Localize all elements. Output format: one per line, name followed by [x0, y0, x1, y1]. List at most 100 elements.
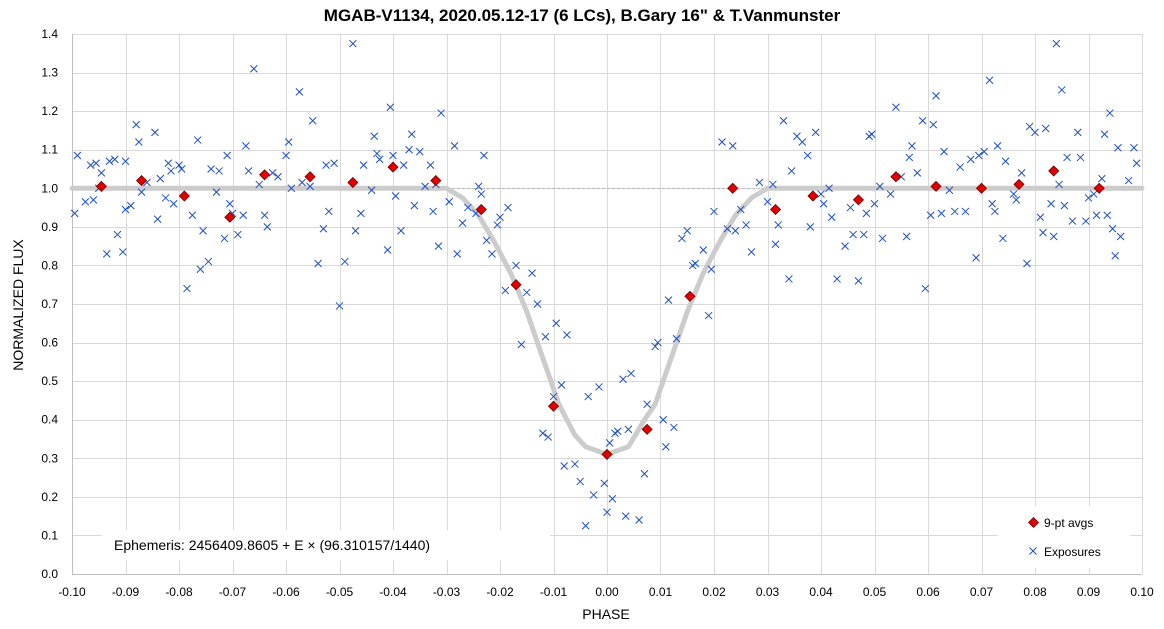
- exposure-point: [335, 302, 344, 310]
- exposure-point-stroke: [1052, 39, 1061, 48]
- exposure-point-stroke: [274, 172, 282, 181]
- x-tick-label: -0.03: [433, 585, 461, 599]
- exposure-point: [504, 203, 512, 212]
- exposure-point-stroke: [619, 375, 627, 384]
- average-point: [769, 203, 782, 216]
- y-tick-label: 0.3: [41, 451, 58, 465]
- plot-area-frame: [72, 34, 1142, 575]
- exposure-point: [367, 186, 376, 195]
- exposure-point: [220, 234, 229, 243]
- exposure-point-stroke: [1081, 217, 1090, 225]
- exposure-point: [827, 213, 836, 222]
- exposure-point: [349, 39, 357, 48]
- ephemeris-annotation: Ephemeris: 2456409.8605 + E × (96.310157…: [114, 537, 430, 553]
- exposure-point: [1108, 224, 1117, 233]
- exposure-point-stroke: [1039, 228, 1047, 237]
- exposure-point-stroke: [375, 155, 384, 164]
- exposure-point: [458, 219, 467, 227]
- exposure-point-stroke: [1089, 190, 1098, 198]
- exposure-point: [1098, 174, 1106, 183]
- exposure-point-stroke: [324, 207, 333, 216]
- exposure-point: [282, 151, 290, 160]
- exposure-point-stroke: [988, 199, 997, 208]
- exposure-point: [707, 265, 716, 274]
- exposure-point-stroke: [661, 442, 670, 451]
- x-tick-label: -0.04: [379, 585, 407, 599]
- exposure-point-stroke: [260, 211, 269, 220]
- exposure-point-stroke: [121, 157, 130, 166]
- exposure-point-stroke: [621, 512, 630, 520]
- exposure-point-stroke: [980, 147, 989, 156]
- exposure-point: [474, 182, 483, 191]
- exposure-point-stroke: [1023, 259, 1031, 268]
- exposure-point-stroke: [595, 383, 603, 391]
- exposure-point: [1132, 159, 1141, 168]
- exposure-point: [921, 284, 930, 293]
- exposure-point: [464, 203, 472, 212]
- y-tick-label: 0.5: [41, 374, 58, 388]
- exposure-point: [340, 257, 349, 266]
- exposure-point: [878, 234, 887, 243]
- exposure-point: [731, 226, 740, 235]
- exposure-point: [528, 269, 536, 277]
- average-point: [475, 203, 487, 216]
- exposure-point-stroke: [849, 230, 857, 239]
- exposure-point: [661, 442, 670, 451]
- exposure-point: [1103, 211, 1112, 220]
- exposure-point-stroke: [322, 161, 330, 169]
- exposure-point: [161, 194, 170, 202]
- exposure-point: [97, 169, 106, 177]
- exposure-point-stroke: [330, 159, 339, 168]
- exposure-point: [126, 201, 135, 210]
- exposure-point-stroke: [212, 188, 221, 196]
- exposure-point: [1114, 143, 1122, 152]
- exposure-point-stroke: [250, 64, 258, 73]
- exposure-point-stroke: [1092, 211, 1101, 220]
- exposure-point: [728, 142, 737, 150]
- exposure-point-stroke: [464, 203, 472, 212]
- exposure-point-stroke: [961, 207, 970, 216]
- exposure-point-stroke: [225, 199, 234, 208]
- exposure-point: [1106, 109, 1114, 117]
- exposure-point: [314, 259, 322, 268]
- exposure-point-stroke: [966, 155, 975, 164]
- exposure-point-stroke: [624, 425, 633, 434]
- exposure-point: [988, 199, 997, 208]
- exposure-point-stroke: [458, 219, 467, 227]
- exposure-point: [624, 425, 633, 434]
- legend-exposure-marker: [1029, 547, 1037, 555]
- exposure-point: [1009, 190, 1018, 198]
- average-points: [95, 161, 1105, 460]
- exposure-point: [204, 257, 213, 266]
- exposure-point: [437, 109, 446, 117]
- exposure-point: [902, 232, 911, 241]
- exposure-point-stroke: [319, 224, 328, 233]
- exposure-point: [1130, 143, 1138, 152]
- exposure-point: [183, 284, 191, 293]
- exposure-point: [833, 275, 841, 283]
- exposure-point-stroke: [974, 151, 983, 160]
- exposure-point: [803, 151, 812, 160]
- exposure-point: [560, 462, 569, 470]
- exposure-point-stroke: [89, 196, 98, 204]
- exposure-point-stroke: [1057, 86, 1066, 94]
- exposure-point-stroke: [563, 331, 571, 339]
- exposure-point: [635, 516, 643, 524]
- exposure-point: [175, 161, 183, 169]
- exposure-point: [571, 460, 579, 468]
- exposure-point-stroke: [1084, 194, 1093, 202]
- exposure-point-stroke: [113, 230, 122, 239]
- exposure-point-stroke: [541, 332, 550, 341]
- exposure-point-stroke: [1103, 211, 1112, 220]
- exposure-point: [1063, 153, 1071, 162]
- exposure-point: [1039, 228, 1047, 237]
- exposure-point-stroke: [167, 167, 175, 175]
- exposure-point-stroke: [349, 39, 357, 48]
- exposure-point-stroke: [1132, 159, 1141, 168]
- exposure-point-stroke: [533, 300, 542, 308]
- exposure-point: [771, 240, 780, 249]
- exposure-point: [493, 221, 502, 229]
- exposure-point-stroke: [81, 197, 90, 206]
- exposure-point: [678, 234, 686, 243]
- exposure-point: [295, 88, 304, 96]
